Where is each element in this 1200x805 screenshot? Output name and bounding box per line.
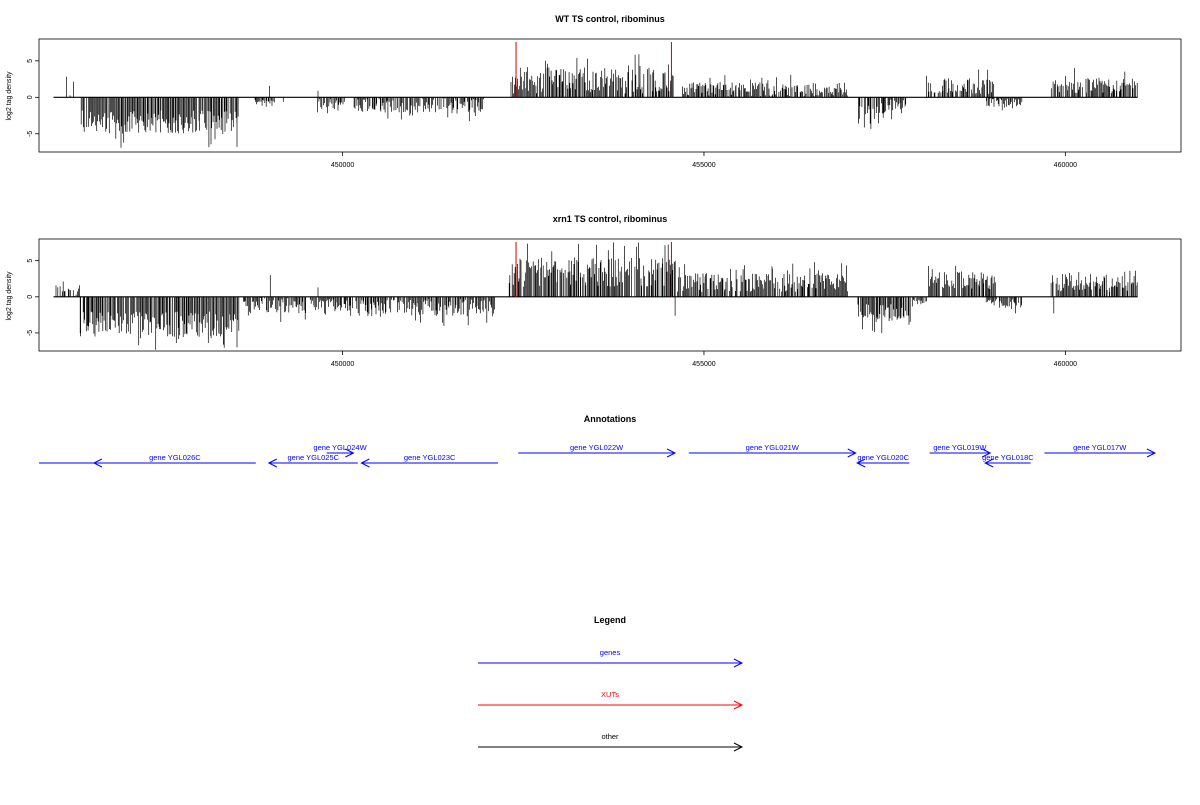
panel-wt-ticks: -5 0 5 450000 455000 460000 [27,59,1077,169]
panel-xrn1-frame [38,238,1182,352]
gene-label: gene YGL019W [933,443,987,452]
y-tick-label: 0 [27,95,34,99]
gene-label: gene YGL023C [404,453,456,462]
gene-arrow [929,448,992,458]
legend-title: Legend [594,615,626,625]
legend: Legend genes XUTs other [478,615,744,752]
gene-label: gene YGL026C [149,453,201,462]
x-tick-label: 460000 [1054,162,1077,169]
x-tick-label: 455000 [692,162,715,169]
x-tick-label: 455000 [692,361,715,368]
y-tick-label: -5 [27,131,34,137]
legend-arrow-other [478,742,744,752]
density-bars [55,242,1138,350]
x-tick-label: 450000 [331,361,354,368]
gene-arrow [267,458,358,468]
gene-arrow [1044,448,1157,458]
legend-label: other [601,732,619,741]
density-bars [66,54,1138,148]
gene-label: gene YGL024W [313,443,367,452]
gene-arrow [518,448,677,458]
y-tick-label: 0 [27,295,34,299]
panel-xrn1-ticks: -5 0 5 450000 455000 460000 [27,259,1077,368]
panel-wt-bars [66,54,1138,148]
panel-wt-ylabel: log2 tag density [6,71,13,121]
legend-label: genes [600,648,621,657]
gene-label: gene YGL018C [982,453,1034,462]
legend-arrow-xuts [478,700,744,710]
gene-label: gene YGL021W [746,443,800,452]
panel-wt-markers [515,42,672,98]
gene-arrow [856,458,910,468]
gene-label: gene YGL022W [570,443,624,452]
annotations-title: Annotations [584,414,637,424]
panel-xrn1: xrn1 TS control, ribominus log2 tag dens… [6,214,1182,368]
gene-label: gene YGL017W [1073,443,1127,452]
panel-xrn1-bars [55,242,1138,350]
x-tick-label: 450000 [331,162,354,169]
gene-arrow [92,458,256,468]
gene-arrow [688,448,857,458]
panel-xrn1-markers [515,242,672,297]
legend-arrow-genes [478,658,744,668]
gene-label: gene YGL025C [288,453,340,462]
gene-arrow [984,458,1031,468]
gene-arrow [326,448,355,458]
y-tick-label: -5 [27,330,34,336]
legend-items: genes XUTs other [478,648,744,752]
gene-arrow [360,458,498,468]
annotations-track: Annotations gene YGL026C gene YGL025Cgene… [39,414,1157,468]
y-tick-label: 5 [27,59,34,63]
panel-xrn1-title: xrn1 TS control, ribominus [553,214,668,224]
legend-label: XUTs [601,690,619,699]
gene-label: gene YGL020C [857,453,909,462]
panel-wt-frame [38,38,1182,153]
panel-xrn1-ylabel: log2 tag density [6,271,13,321]
panel-wt-title: WT TS control, ribominus [555,14,665,24]
y-tick-label: 5 [27,259,34,263]
x-tick-label: 460000 [1054,361,1077,368]
panel-wt: WT TS control, ribominus log2 tag densit… [6,14,1182,169]
